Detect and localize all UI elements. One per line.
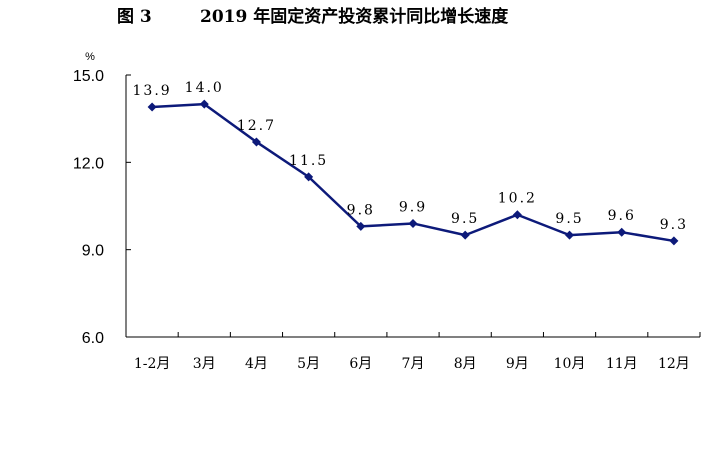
data-point-marker (460, 230, 470, 240)
x-tick-label: 10月 (554, 356, 586, 372)
data-label: 12.7 (237, 118, 276, 134)
y-tick-label: 9.0 (82, 243, 104, 260)
y-tick-label: 6.0 (82, 330, 104, 347)
x-tick-label: 6月 (349, 356, 372, 372)
data-point-marker (199, 99, 209, 109)
y-tick-label: 12.0 (73, 155, 104, 172)
x-tick-label: 7月 (402, 356, 425, 372)
data-label: 11.5 (289, 153, 328, 169)
data-point-marker (512, 210, 522, 220)
figure-title: 2019 年固定资产投资累计同比增长速度 (200, 7, 509, 27)
data-label: 10.2 (498, 191, 537, 207)
y-tick-label: 15.0 (73, 68, 104, 85)
x-tick-label: 12月 (658, 356, 690, 372)
figure-label: 图 3 (117, 7, 152, 27)
data-point-marker (356, 221, 366, 231)
data-labels: 13.9 14.0 12.7 11.5 9.8 9.9 9.5 10.2 9.5 9.6 9.3 (133, 80, 688, 233)
data-point-marker (617, 227, 627, 237)
data-label: 9.9 (399, 199, 427, 215)
y-axis-ticks: 15.0 12.0 9.0 6.0 (73, 68, 131, 347)
x-tick-label: 9月 (506, 356, 529, 372)
x-tick-label: 8月 (454, 356, 477, 372)
y-axis-unit-label: % (85, 51, 95, 63)
data-point-marker (147, 102, 157, 112)
data-label: 9.5 (451, 211, 479, 227)
x-tick-label: 5月 (297, 356, 320, 372)
data-point-marker (565, 230, 575, 240)
chart-title: 图 3 2019 年固定资产投资累计同比增长速度 (0, 2, 720, 62)
x-tick-label: 1-2月 (134, 356, 171, 372)
x-tick-label: 4月 (245, 356, 268, 372)
data-label: 13.9 (133, 83, 172, 99)
chart-axes (125, 75, 700, 338)
x-tick-label: 3月 (193, 356, 216, 372)
data-point-marker (408, 218, 418, 228)
data-label: 9.3 (660, 217, 688, 233)
data-point-marker (304, 172, 314, 182)
data-point-marker (669, 236, 679, 246)
data-label: 9.6 (608, 208, 636, 224)
data-series (147, 99, 679, 246)
data-point-marker (251, 137, 261, 147)
x-tick-label: 11月 (606, 356, 638, 372)
data-label: 9.8 (347, 202, 375, 218)
x-axis-ticks: 1-2月 3月 4月 5月 6月 7月 8月 9月 10月 11月 12月 (125, 332, 701, 372)
data-label: 14.0 (185, 80, 224, 96)
data-label: 9.5 (555, 211, 583, 227)
